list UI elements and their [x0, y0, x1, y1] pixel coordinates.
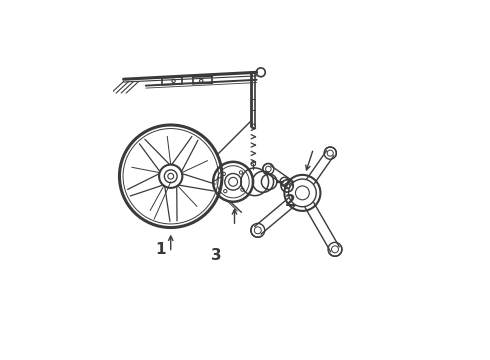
Text: 3: 3 — [211, 248, 222, 263]
Text: 2: 2 — [285, 194, 295, 209]
Text: 1: 1 — [156, 242, 166, 257]
